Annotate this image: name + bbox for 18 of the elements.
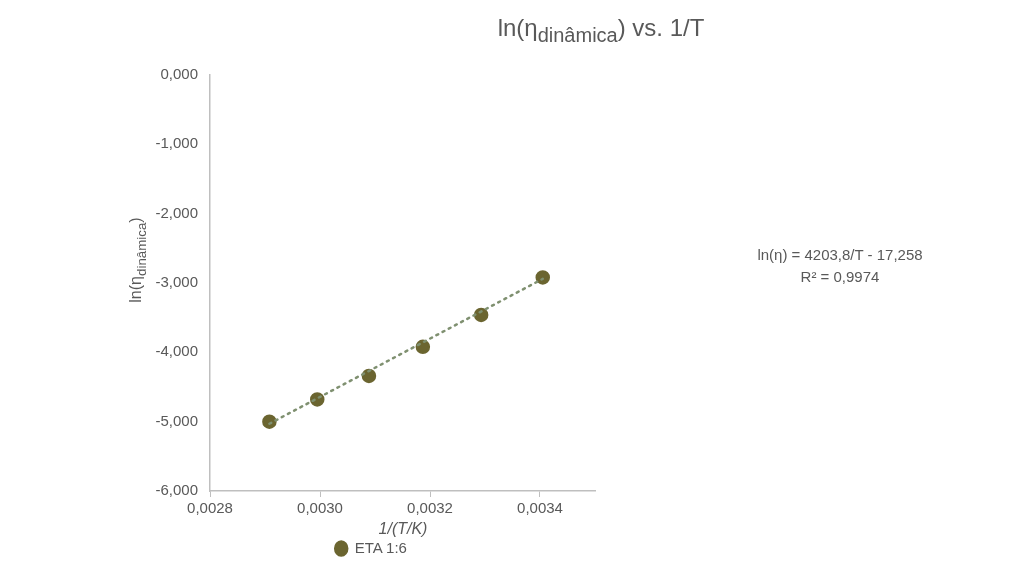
y-tick-label: -4,000	[155, 342, 198, 360]
y-tick-label: -2,000	[155, 203, 198, 221]
y-tick-label: -1,000	[155, 134, 198, 152]
y-tick-label: -5,000	[155, 411, 198, 429]
legend-label: ETA 1:6	[354, 538, 407, 556]
y-tick-label: -6,000	[155, 481, 198, 499]
x-tick-label: 0,0030	[297, 499, 343, 517]
x-tick-label: 0,0032	[407, 499, 453, 517]
x-axis-title: 1/(T/K)	[377, 520, 429, 538]
chart-title: ln(η$_{dinâmica}$) vs. 1/T	[496, 14, 706, 47]
point	[262, 414, 277, 429]
y-tick-label: -3,000	[155, 273, 198, 291]
x-tick-label: 0,0028	[187, 499, 233, 517]
point	[535, 270, 550, 285]
x-tick-label: 0,0034	[517, 499, 563, 517]
y-tick-label: 0,000	[160, 65, 198, 83]
text: R² = 0,9974	[799, 267, 881, 287]
text: ln(η) = 4203,8/T - 17,258	[756, 245, 924, 265]
